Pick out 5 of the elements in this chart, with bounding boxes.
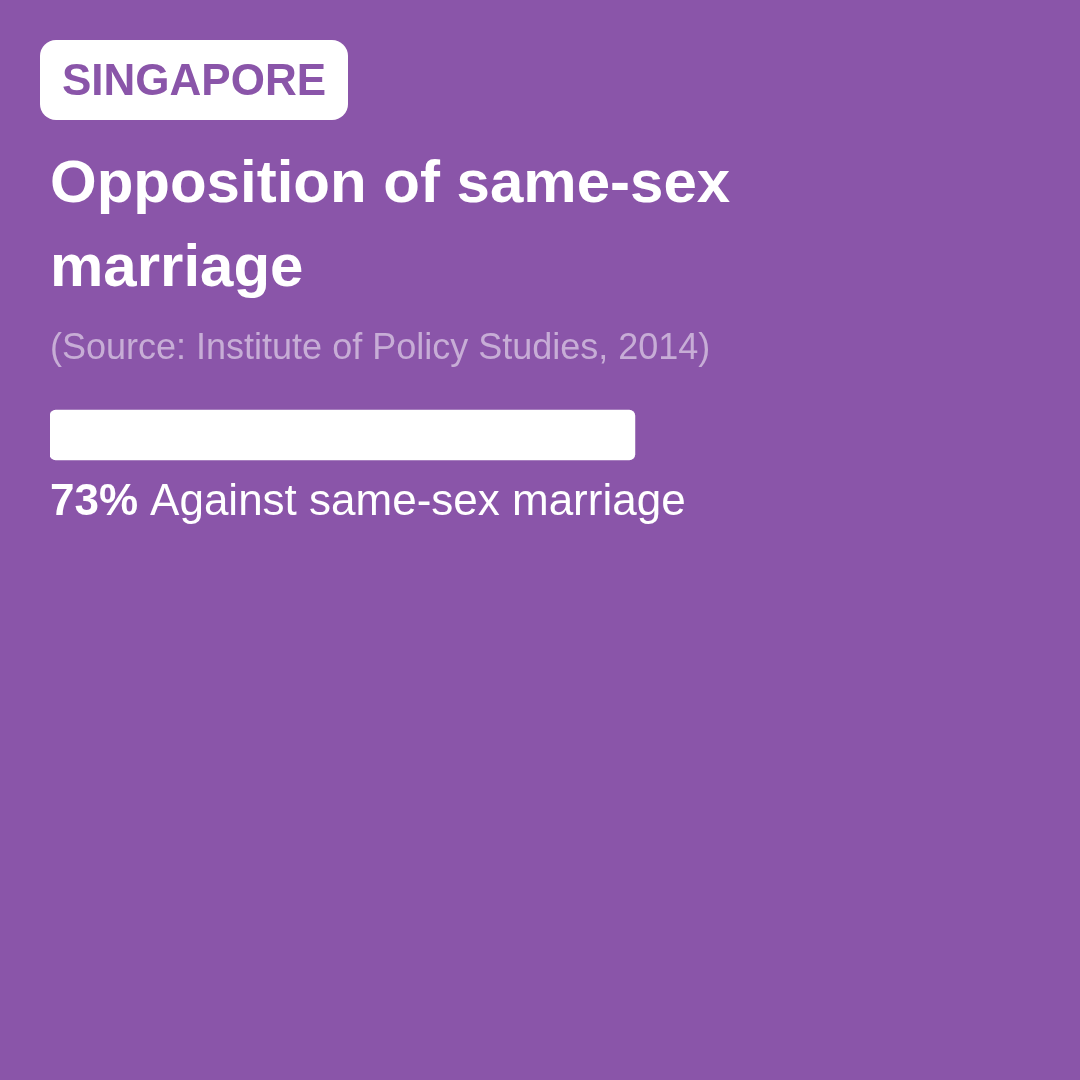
y-tick-label: Against same-sex marriage <box>150 475 686 524</box>
data-label: 73% <box>50 475 139 524</box>
chart-title: Opposition of same-sex marriage <box>50 147 732 301</box>
text: (Source: Institute of Policy Studies, 2014) <box>50 326 711 368</box>
chart-subtitle: SINGAPORE <box>40 40 349 120</box>
